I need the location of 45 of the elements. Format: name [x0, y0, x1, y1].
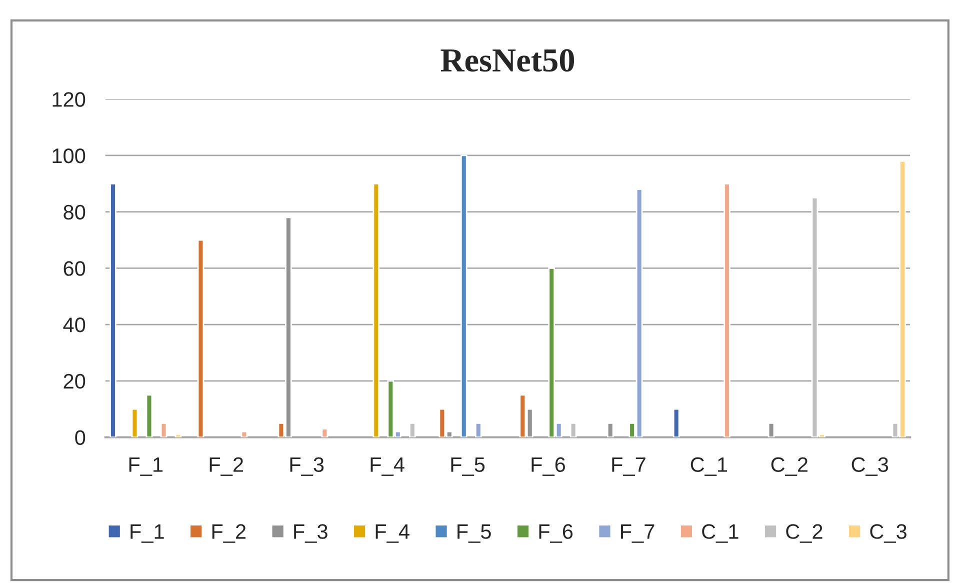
bar — [110, 182, 116, 438]
x-tick-label: F_5 — [451, 457, 485, 476]
bar — [724, 182, 730, 438]
bar — [372, 182, 380, 438]
bar — [474, 422, 482, 438]
legend-label: C_3 — [870, 524, 906, 543]
legend-label: F_6 — [539, 524, 573, 543]
bar — [197, 239, 204, 438]
bar — [131, 408, 138, 438]
legend-label: C_1 — [702, 524, 738, 543]
legend-label: F_4 — [376, 524, 410, 543]
bar — [160, 422, 168, 438]
legend-label: F_2 — [212, 524, 246, 543]
y-tick-label: 80 — [64, 204, 86, 220]
legend-label: F_7 — [621, 524, 654, 543]
y-tick-label: 0 — [75, 430, 86, 446]
y-tick-label: 40 — [63, 318, 86, 332]
y-tick-label: 100 — [52, 148, 86, 164]
legend-label: C_2 — [786, 524, 822, 543]
legend-label: F_3 — [294, 524, 328, 543]
y-tick-label: 120 — [52, 92, 86, 107]
bar — [460, 154, 468, 438]
y-tick-label: 20 — [64, 374, 86, 389]
x-tick-label: F_4 — [370, 457, 404, 476]
x-tick-label: F_1 — [129, 457, 163, 476]
x-tick-label: C_3 — [852, 457, 888, 476]
legend-label: F_1 — [130, 524, 164, 543]
bar — [240, 430, 248, 438]
x-tick-label: F_3 — [290, 457, 324, 476]
bar — [408, 422, 416, 438]
bar — [321, 428, 328, 438]
y-tick-label: 60 — [64, 261, 86, 276]
bar — [606, 422, 614, 438]
bar — [768, 422, 775, 438]
bar — [672, 408, 680, 438]
x-tick-label: C_1 — [690, 457, 728, 476]
legend-label: F_5 — [458, 524, 491, 543]
bar — [174, 434, 182, 438]
x-tick-label: C_2 — [771, 457, 808, 476]
x-tick-label: F_7 — [612, 457, 646, 476]
x-tick-label: F_6 — [532, 457, 566, 476]
bar — [570, 422, 577, 438]
x-tick-label: F_2 — [210, 457, 243, 476]
chart-title: ResNet50 — [440, 49, 574, 72]
bar — [146, 394, 153, 438]
